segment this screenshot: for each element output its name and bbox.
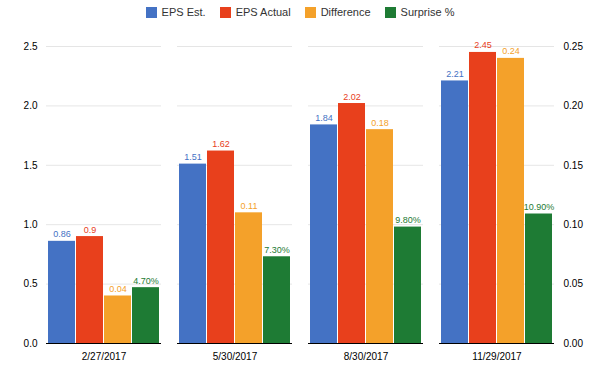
svg-text:0.18: 0.18 <box>371 118 389 128</box>
svg-text:4.70%: 4.70% <box>133 276 159 286</box>
html-text:EPS Actual: EPS Actual <box>235 6 291 18</box>
svg-text:0.5: 0.5 <box>24 278 38 289</box>
svg-text:0.20: 0.20 <box>564 100 584 111</box>
svg-text:0.86: 0.86 <box>53 229 71 239</box>
svg-text:2.5: 2.5 <box>24 41 38 52</box>
svg-text:0.24: 0.24 <box>502 46 520 56</box>
svg-text:11/29/2017: 11/29/2017 <box>472 351 522 362</box>
svg-text:5/30/2017: 5/30/2017 <box>213 351 258 362</box>
svg-text:0.0: 0.0 <box>24 338 38 349</box>
svg-text:0.05: 0.05 <box>564 278 584 289</box>
html-text:Difference: Difference <box>320 6 371 18</box>
svg-text:1.84: 1.84 <box>315 113 333 123</box>
svg-text:0.00: 0.00 <box>564 338 584 349</box>
svg-text:1.62: 1.62 <box>212 139 230 149</box>
html-text:Surprise %: Surprise % <box>400 6 455 18</box>
svg-text:9.80%: 9.80% <box>395 215 421 225</box>
svg-text:2.02: 2.02 <box>343 92 361 102</box>
svg-text:7.30%: 7.30% <box>264 245 290 255</box>
svg-text:8/30/2017: 8/30/2017 <box>344 351 389 362</box>
svg-text:2/27/2017: 2/27/2017 <box>82 351 127 362</box>
svg-text:1.0: 1.0 <box>24 219 38 230</box>
svg-text:2.45: 2.45 <box>474 40 492 50</box>
svg-text:0.11: 0.11 <box>241 201 258 211</box>
svg-text:0.04: 0.04 <box>109 284 127 294</box>
svg-text:0.10: 0.10 <box>564 219 584 230</box>
html-text:EPS Est.: EPS Est. <box>161 6 206 18</box>
svg-text:10.90%: 10.90% <box>524 202 555 212</box>
svg-text:0.15: 0.15 <box>564 160 584 171</box>
svg-text:1.5: 1.5 <box>24 160 38 171</box>
svg-text:0.25: 0.25 <box>564 41 584 52</box>
svg-text:0.9: 0.9 <box>84 225 97 235</box>
svg-text:2.21: 2.21 <box>446 69 464 79</box>
svg-text:2.0: 2.0 <box>24 100 38 111</box>
svg-text:1.51: 1.51 <box>184 152 202 162</box>
